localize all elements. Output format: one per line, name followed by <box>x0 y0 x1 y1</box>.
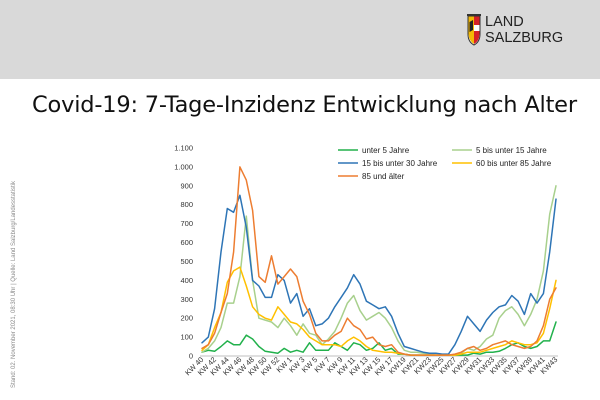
y-tick-label: 200 <box>180 314 193 323</box>
series-lines <box>201 166 557 356</box>
y-tick-label: 0 <box>189 352 193 361</box>
y-tick-label: 900 <box>180 181 193 190</box>
legend-label: unter 5 Jahre <box>362 146 410 155</box>
y-tick-label: 1.000 <box>174 162 193 171</box>
coat-of-arms-icon <box>467 14 481 46</box>
logo-line-salzburg: SALZBURG <box>485 30 564 46</box>
land-salzburg-logo: LAND SALZBURG <box>466 14 576 50</box>
y-axis: 0 100 200 300 400 500 600 700 800 900 1.000 1.100 <box>174 144 193 361</box>
header-band <box>0 0 600 79</box>
legend-label: 85 und älter <box>362 172 405 181</box>
y-tick-label: 500 <box>180 257 193 266</box>
series-line-5-bis-unter-15-jahre <box>201 185 557 356</box>
y-tick-label: 300 <box>180 295 193 304</box>
legend-label: 60 bis unter 85 Jahre <box>476 159 552 168</box>
y-tick-label: 400 <box>180 276 193 285</box>
y-tick-label: 700 <box>180 219 193 228</box>
series-line-60-bis-unter-85-jahre <box>201 266 557 356</box>
series-line-85-und-älter <box>201 166 557 356</box>
series-line-unter-5-jahre <box>201 321 557 356</box>
y-tick-label: 600 <box>180 238 193 247</box>
y-tick-label: 100 <box>180 333 193 342</box>
legend-label: 15 bis unter 30 Jahre <box>362 159 438 168</box>
logo-line-land: LAND <box>485 14 524 30</box>
legend-label: 5 bis unter 15 Jahre <box>476 146 547 155</box>
y-tick-label: 1.100 <box>174 144 193 153</box>
y-tick-label: 800 <box>180 200 193 209</box>
chart-legend: unter 5 Jahre 5 bis unter 15 Jahre 15 bis … <box>338 146 552 181</box>
series-line-15-bis-unter-30-jahre <box>201 194 557 355</box>
page-title: Covid-19: 7-Tage-Inzidenz Entwicklung na… <box>32 92 577 118</box>
